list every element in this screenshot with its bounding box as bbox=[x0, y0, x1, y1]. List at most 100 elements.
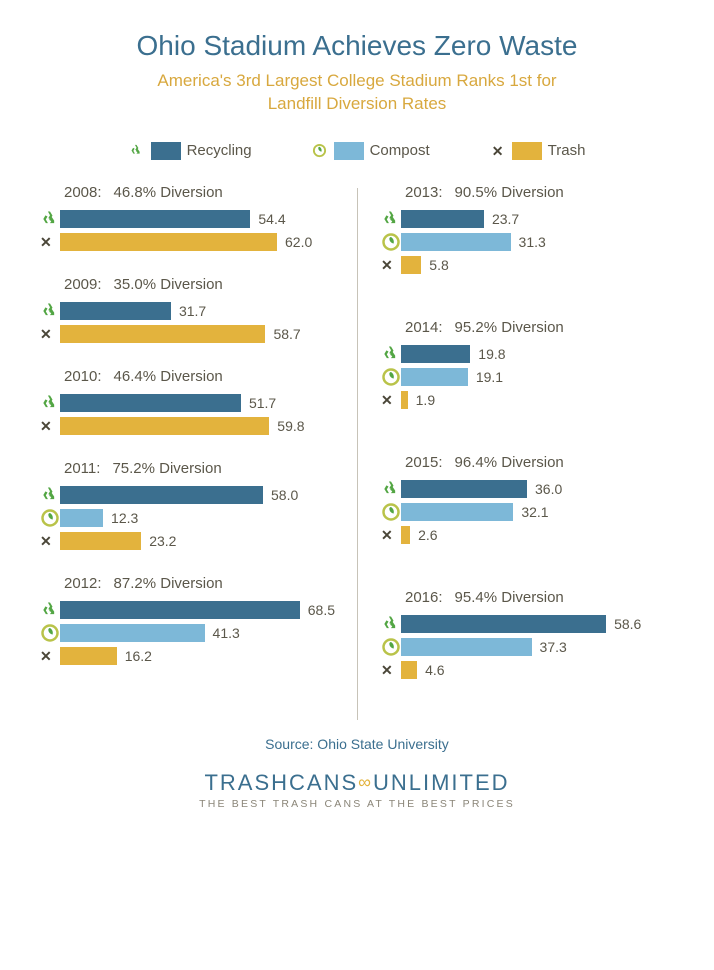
bar-recycling bbox=[60, 394, 241, 412]
bar-value: 16.2 bbox=[125, 648, 152, 664]
year-value: 2008: bbox=[64, 184, 102, 201]
year-header: 2010:46.4% Diversion bbox=[40, 368, 347, 385]
legend-label-recycling: Recycling bbox=[187, 142, 252, 159]
recycling-icon bbox=[40, 485, 60, 505]
trash-icon: ✕ bbox=[40, 534, 60, 548]
year-value: 2016: bbox=[405, 589, 443, 606]
bar-compost bbox=[401, 638, 532, 656]
bar-row: 51.7 bbox=[40, 393, 347, 413]
bar-row: 54.4 bbox=[40, 209, 347, 229]
bar-row: ✕62.0 bbox=[40, 232, 347, 252]
trash-icon: ✕ bbox=[381, 663, 401, 677]
bar-compost bbox=[60, 624, 205, 642]
year-header: 2011:75.2% Diversion bbox=[40, 460, 347, 477]
trash-icon: ✕ bbox=[40, 649, 60, 663]
bar-row: 32.1 bbox=[381, 502, 664, 522]
legend-label-trash: Trash bbox=[548, 142, 586, 159]
bar-row: 37.3 bbox=[381, 637, 664, 657]
bar-trash bbox=[401, 391, 408, 409]
infinity-icon: ∞ bbox=[358, 772, 373, 793]
bar-trash bbox=[60, 647, 117, 665]
year-block: 2008: 46.8% Diversion 54.4 ✕62.0 bbox=[40, 184, 347, 252]
bar-row: ✕59.8 bbox=[40, 416, 347, 436]
bar-compost bbox=[401, 233, 511, 251]
bar-recycling bbox=[60, 601, 300, 619]
recycling-icon bbox=[40, 393, 60, 413]
bar-value: 68.5 bbox=[308, 602, 335, 618]
bar-trash bbox=[401, 526, 410, 544]
year-block: 2015:96.4% Diversion36.032.1✕2.6 bbox=[381, 454, 664, 545]
year-value: 2013: bbox=[405, 184, 443, 201]
legend-swatch-recycling bbox=[151, 142, 181, 160]
bar-row: ✕ 16.2 bbox=[40, 646, 347, 666]
recycling-icon bbox=[381, 479, 401, 499]
year-header: 2008: 46.8% Diversion bbox=[40, 184, 347, 201]
bar-row: 68.5 bbox=[40, 600, 347, 620]
year-block: 2014:95.2% Diversion19.819.1✕1.9 bbox=[381, 319, 664, 410]
trash-icon: ✕ bbox=[381, 258, 401, 272]
bar-value: 54.4 bbox=[258, 211, 285, 227]
bar-value: 37.3 bbox=[540, 639, 567, 655]
source-text: Source: Ohio State University bbox=[40, 736, 674, 752]
bar-value: 12.3 bbox=[111, 510, 138, 526]
trash-icon: ✕ bbox=[381, 393, 401, 407]
bar-value: 58.0 bbox=[271, 487, 298, 503]
bar-value: 58.7 bbox=[273, 326, 300, 342]
year-header: 2009:35.0% Diversion bbox=[40, 276, 347, 293]
bar-recycling bbox=[60, 486, 263, 504]
bar-value: 36.0 bbox=[535, 481, 562, 497]
bar-compost bbox=[60, 509, 103, 527]
diversion-value: 46.4% Diversion bbox=[114, 368, 223, 385]
bar-row: 23.7 bbox=[381, 209, 664, 229]
year-header: 2016: 95.4% Diversion bbox=[381, 589, 664, 606]
page-subtitle: America's 3rd Largest College Stadium Ra… bbox=[40, 70, 674, 116]
bar-trash bbox=[60, 417, 269, 435]
bar-row: ✕ 4.6 bbox=[381, 660, 664, 680]
bar-recycling bbox=[60, 210, 250, 228]
bar-recycling bbox=[401, 615, 606, 633]
year-block: 2013:90.5% Diversion23.731.3✕5.8 bbox=[381, 184, 664, 275]
bar-trash bbox=[60, 325, 265, 343]
year-block: 2010:46.4% Diversion 51.7 ✕59.8 bbox=[40, 368, 347, 436]
bar-recycling bbox=[60, 302, 171, 320]
bar-value: 59.8 bbox=[277, 418, 304, 434]
brand-main-post: UNLIMITED bbox=[373, 770, 510, 795]
chart-columns: 2008: 46.8% Diversion 54.4 ✕62.0 2009:35.0% … bbox=[40, 184, 674, 724]
bar-row: 12.3 bbox=[40, 508, 347, 528]
diversion-value: 95.4% Diversion bbox=[455, 589, 564, 606]
bar-value: 31.3 bbox=[519, 234, 546, 250]
year-block: 2011:75.2% Diversion 58.0 12.3 ✕ 23.2 bbox=[40, 460, 347, 551]
bar-value: 4.6 bbox=[425, 662, 444, 678]
bar-value: 19.1 bbox=[476, 369, 503, 385]
bar-row: 58.6 bbox=[381, 614, 664, 634]
compost-icon bbox=[40, 508, 60, 528]
legend-item-recycling: Recycling bbox=[129, 142, 252, 160]
bar-value: 19.8 bbox=[478, 346, 505, 362]
recycling-icon bbox=[40, 209, 60, 229]
recycle-icon bbox=[129, 143, 145, 159]
bar-recycling bbox=[401, 345, 470, 363]
right-column: 2013:90.5% Diversion23.731.3✕5.82014:95.… bbox=[357, 184, 674, 724]
trash-icon: ✕ bbox=[490, 143, 506, 159]
bar-value: 32.1 bbox=[521, 504, 548, 520]
bar-value: 23.2 bbox=[149, 533, 176, 549]
bar-value: 31.7 bbox=[179, 303, 206, 319]
bar-trash bbox=[401, 256, 421, 274]
brand-main-pre: TRASHCANS bbox=[204, 770, 358, 795]
bar-row: 19.1 bbox=[381, 367, 664, 387]
year-header: 2015:96.4% Diversion bbox=[381, 454, 664, 471]
year-value: 2015: bbox=[405, 454, 443, 471]
compost-icon bbox=[381, 367, 401, 387]
bar-row: ✕58.7 bbox=[40, 324, 347, 344]
recycling-icon bbox=[40, 301, 60, 321]
bar-row: 31.3 bbox=[381, 232, 664, 252]
legend: Recycling Compost ✕ Trash bbox=[40, 142, 674, 160]
bar-value: 5.8 bbox=[429, 257, 448, 273]
bar-value: 2.6 bbox=[418, 527, 437, 543]
recycling-icon bbox=[381, 344, 401, 364]
diversion-value: 46.8% Diversion bbox=[114, 184, 223, 201]
page-title: Ohio Stadium Achieves Zero Waste bbox=[40, 30, 674, 62]
year-block: 2016: 95.4% Diversion 58.6 37.3 ✕ 4.6 bbox=[381, 589, 664, 680]
year-value: 2009: bbox=[64, 276, 102, 293]
year-block: 2012:87.2% Diversion68.541.3✕16.2 bbox=[40, 575, 347, 666]
